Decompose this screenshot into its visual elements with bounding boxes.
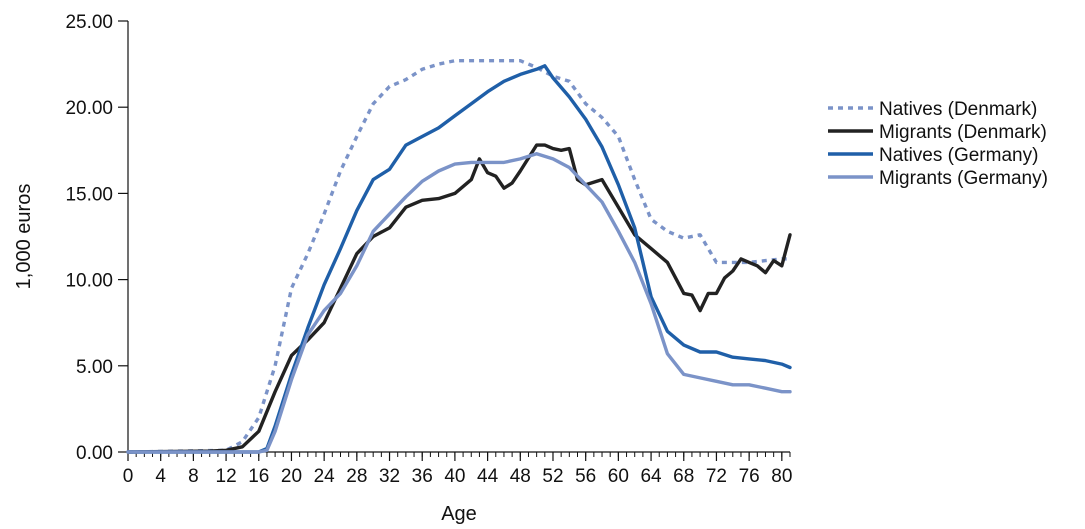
x-tick-label: 0: [123, 466, 134, 487]
x-tick-label: 40: [444, 466, 465, 487]
x-tick-label: 72: [706, 466, 727, 487]
legend-label: Natives (Denmark): [879, 99, 1037, 120]
x-tick-label: 24: [314, 466, 336, 487]
x-tick-label: 8: [188, 466, 199, 487]
x-tick-label: 12: [216, 466, 237, 487]
y-tick-label: 5.00: [76, 357, 113, 378]
legend-label: Natives (Germany): [879, 145, 1038, 166]
x-tick-label: 80: [771, 466, 792, 487]
series-layer: [126, 59, 792, 454]
x-tick-label: 16: [248, 466, 269, 487]
y-axis-title: 1,000 euros: [13, 184, 35, 290]
y-tick-label: 10.00: [65, 271, 113, 292]
x-tick-label: 48: [510, 466, 531, 487]
x-tick-label: 4: [155, 466, 166, 487]
series-line-1: [127, 59, 790, 454]
legend-label: Migrants (Germany): [879, 168, 1048, 189]
y-tick-label: 20.00: [65, 98, 113, 119]
x-tick-label: 44: [477, 466, 499, 487]
series-line-2: [126, 143, 792, 454]
x-tick-label: 28: [346, 466, 367, 487]
series-line-4: [126, 152, 792, 454]
x-tick-label: 68: [673, 466, 694, 487]
x-tick-label: 64: [640, 466, 662, 487]
chart-legend: Natives (Denmark)Migrants (Denmark)Nativ…: [828, 99, 1048, 189]
x-tick-label: 52: [542, 466, 563, 487]
series-line-3: [126, 64, 792, 454]
x-axis-title: Age: [441, 503, 477, 525]
x-tick-label: 76: [739, 466, 760, 487]
x-tick-label: 32: [379, 466, 400, 487]
x-tick-label: 20: [281, 466, 302, 487]
x-tick-label: 36: [412, 466, 433, 487]
y-tick-label: 0.00: [76, 443, 113, 464]
x-tick-label: 56: [575, 466, 596, 487]
y-tick-label: 25.00: [65, 12, 113, 33]
legend-label: Migrants (Denmark): [879, 122, 1047, 143]
y-tick-label: 15.00: [65, 184, 113, 205]
x-tick-label: 60: [608, 466, 629, 487]
